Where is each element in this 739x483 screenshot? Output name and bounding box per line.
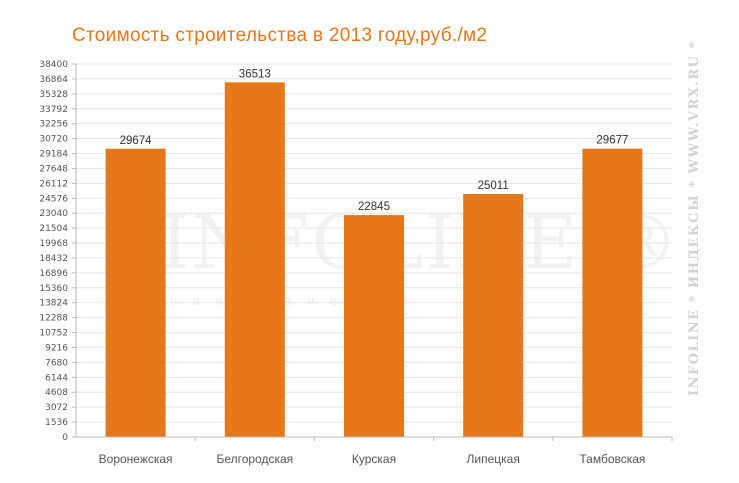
y-axis-ticks: 0 1536 3072 4608 6144 7680 9216 10752 12288 13824…	[39, 60, 76, 443]
bar	[582, 148, 643, 438]
y-tick-label: 0	[62, 433, 68, 443]
y-tick-label: 7680	[45, 358, 68, 368]
bar	[463, 194, 524, 437]
y-tick-label: 6144	[45, 373, 68, 383]
y-tick-label: 13824	[39, 299, 68, 309]
bars	[105, 82, 643, 438]
x-axis-labels: Воронежская Белгородская Курская Липецкая Та…	[99, 437, 673, 466]
bar-value-label: 22845	[358, 201, 390, 213]
bar	[224, 82, 285, 437]
x-category-label: Белгородская	[216, 452, 293, 466]
bar	[105, 148, 166, 437]
bar-value-label: 29674	[120, 135, 153, 147]
y-tick-label: 27648	[39, 164, 68, 174]
y-tick-label: 16896	[39, 269, 68, 279]
y-tick-label: 26112	[39, 179, 68, 189]
x-category-label: Тамбовская	[579, 452, 645, 466]
chart-title: Стоимость строительства в 2013 году,руб.…	[72, 25, 487, 46]
y-tick-label: 12288	[39, 314, 68, 324]
y-tick-label: 3072	[45, 403, 68, 413]
y-tick-label: 19968	[39, 239, 68, 249]
y-tick-label: 24576	[39, 194, 68, 204]
y-tick-label: 36864	[39, 75, 68, 85]
y-tick-label: 9216	[45, 343, 68, 353]
x-category-label: Липецкая	[467, 452, 520, 466]
y-tick-label: 4608	[45, 388, 68, 398]
y-tick-label: 21504	[39, 224, 68, 234]
y-tick-label: 18432	[39, 254, 68, 264]
bar-value-label: 29677	[596, 135, 628, 147]
x-category-label: Воронежская	[99, 452, 173, 466]
y-tick-label: 10752	[39, 329, 68, 339]
y-tick-label: 23040	[39, 209, 68, 219]
x-category-label: Курская	[352, 452, 396, 466]
y-tick-label: 30720	[39, 135, 68, 145]
value-labels: 29674 36513 22845 25011 29677	[120, 68, 629, 213]
side-watermark: INFOLINE * ИНДЕКСЫ * WWW.VRX.RU *	[687, 40, 702, 396]
y-tick-label: 38400	[39, 60, 68, 70]
y-tick-label: 15360	[39, 284, 68, 294]
y-tick-label: 29184	[39, 150, 68, 160]
y-tick-label: 32256	[39, 120, 68, 130]
y-tick-label: 33792	[39, 105, 68, 115]
bar-value-label: 36513	[239, 68, 271, 80]
y-tick-label: 1536	[45, 418, 68, 428]
bar-value-label: 25011	[478, 180, 509, 192]
y-tick-label: 35328	[39, 90, 68, 100]
bar	[344, 215, 404, 437]
